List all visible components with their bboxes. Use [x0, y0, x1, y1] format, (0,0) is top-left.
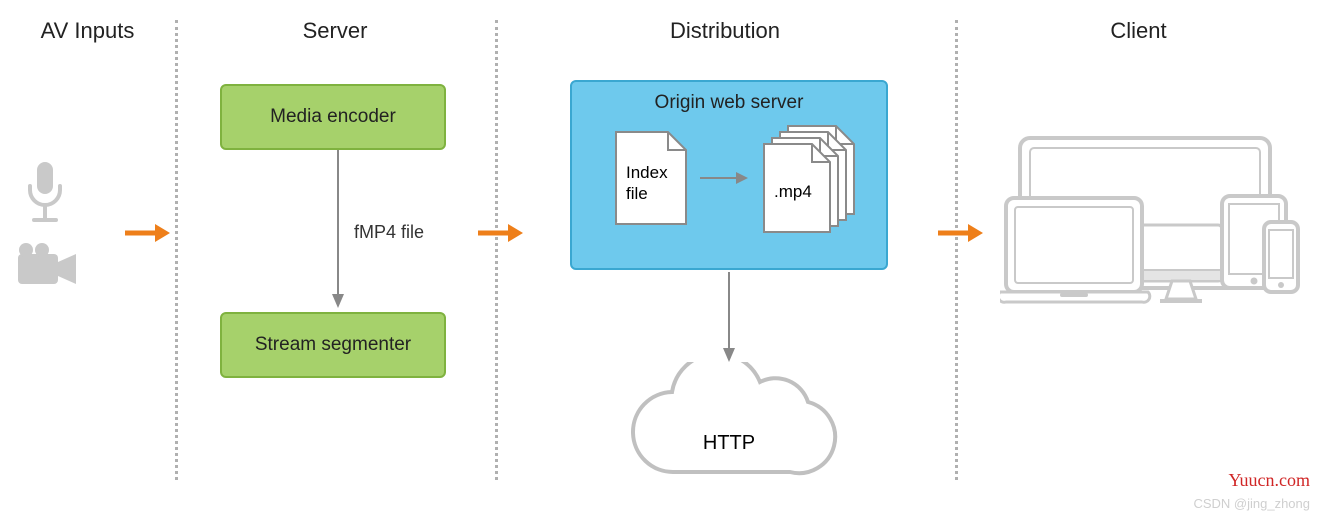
arrow-encoder-to-segmenter: [331, 150, 345, 315]
origin-server-label: Origin web server: [582, 92, 876, 114]
camera-icon: [14, 242, 84, 297]
index-file-icon: Index file: [612, 128, 690, 233]
cloud-label: HTTP: [616, 432, 842, 455]
arrow-index-to-mp4: [700, 170, 750, 191]
arrow-av-to-server: [125, 222, 165, 242]
divider-2: [495, 20, 498, 480]
title-distribution: Distribution: [495, 18, 955, 44]
watermark-csdn: CSDN @jing_zhong: [1193, 496, 1310, 511]
media-encoder-box: Media encoder: [220, 84, 446, 150]
arrow-server-to-cloud: [722, 272, 736, 369]
microphone-icon: [20, 158, 70, 233]
divider-1: [175, 20, 178, 480]
origin-server-box: Origin web server Index file .mp4: [570, 80, 888, 270]
arrow-server-to-dist: [478, 222, 518, 242]
client-devices-icon: [1000, 130, 1300, 325]
mp4-label: .mp4: [774, 182, 812, 202]
mp4-stack-icon: .mp4: [760, 122, 864, 243]
fmp4-label: fMP4 file: [354, 222, 424, 243]
cloud-icon: HTTP: [616, 362, 842, 495]
title-client: Client: [955, 18, 1322, 44]
arrow-dist-to-client: [938, 222, 978, 242]
stream-segmenter-box: Stream segmenter: [220, 312, 446, 378]
divider-3: [955, 20, 958, 480]
stream-segmenter-label: Stream segmenter: [255, 334, 411, 356]
media-encoder-label: Media encoder: [270, 106, 396, 128]
watermark-site: Yuucn.com: [1229, 470, 1310, 491]
title-server: Server: [175, 18, 495, 44]
title-av-inputs: AV Inputs: [0, 18, 175, 44]
index-file-label: Index file: [626, 162, 668, 205]
